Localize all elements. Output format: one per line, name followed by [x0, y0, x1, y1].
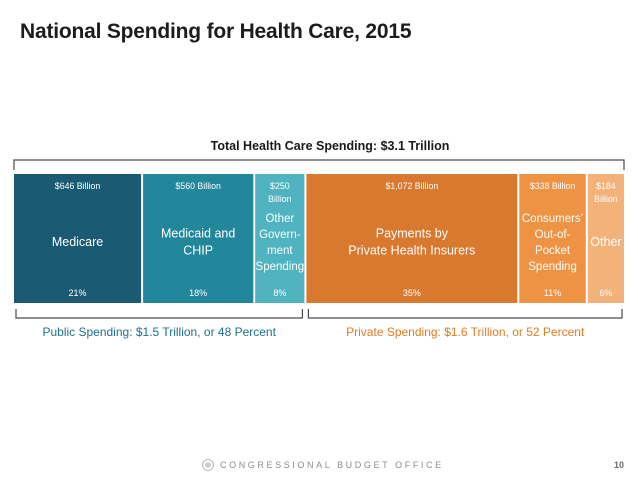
category-label-3: Payments by [376, 227, 449, 241]
group-label-private: Private Spending: $1.6 Trillion, or 52 P… [346, 325, 585, 339]
value-label-2: Billion [268, 194, 292, 204]
percent-label-2: 8% [273, 288, 286, 298]
percent-label-3: 35% [403, 288, 421, 298]
category-label-4: Spending [528, 261, 577, 273]
group-bracket-public [15, 309, 303, 319]
footer: CONGRESSIONAL BUDGET OFFICE 10 [0, 459, 638, 475]
footer-organization: CONGRESSIONAL BUDGET OFFICE [220, 460, 444, 470]
value-label-4: $338 Billion [530, 181, 576, 191]
category-label-5: Other [590, 235, 621, 249]
value-label-5: $184 [596, 181, 616, 191]
bar-segment-0 [14, 174, 142, 303]
bar-segment-1 [143, 174, 254, 303]
category-label-4: Pocket [535, 245, 571, 257]
percent-label-0: 21% [69, 288, 87, 298]
category-label-4: Consumers’ [522, 213, 583, 225]
category-label-1: CHIP [183, 244, 213, 258]
bar-segment-3 [306, 174, 518, 303]
cbo-seal-icon [202, 459, 214, 471]
group-label-public: Public Spending: $1.5 Trillion, or 48 Pe… [42, 325, 276, 339]
value-label-5: Billion [594, 194, 618, 204]
value-label-3: $1,072 Billion [385, 181, 438, 191]
slide-title: National Spending for Health Care, 2015 [20, 20, 412, 43]
category-label-0: Medicare [52, 235, 103, 249]
chart-title: Total Health Care Spending: $3.1 Trillio… [211, 139, 450, 153]
percent-label-1: 18% [189, 288, 207, 298]
page-number: 10 [613, 460, 624, 470]
bar-segment-5 [587, 174, 624, 303]
category-label-2: Spending [256, 261, 305, 273]
category-label-2: ment [267, 245, 293, 257]
value-label-2: $250 [270, 181, 290, 191]
total-bracket [13, 159, 625, 170]
category-label-2: Other [265, 213, 294, 225]
category-label-2: Govern- [259, 229, 301, 241]
percent-label-5: 6% [599, 288, 612, 298]
stacked-spending-bar-chart: Total Health Care Spending: $3.1 Trillio… [13, 139, 625, 339]
group-bracket-private [307, 309, 623, 319]
category-label-4: Out-of- [535, 229, 571, 241]
percent-label-4: 11% [544, 288, 561, 298]
bar-segment-4 [519, 174, 586, 303]
category-label-3: Private Health Insurers [348, 244, 475, 258]
value-label-0: $646 Billion [55, 181, 101, 191]
value-label-1: $560 Billion [175, 181, 221, 191]
bar-segment-2 [255, 174, 305, 303]
category-label-1: Medicaid and [161, 227, 235, 241]
